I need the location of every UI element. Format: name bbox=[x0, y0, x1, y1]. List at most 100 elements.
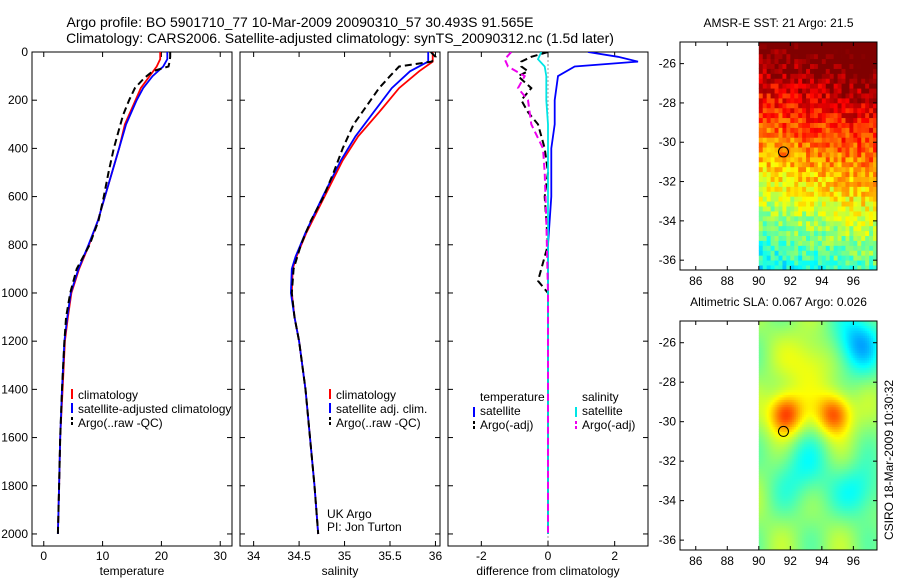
heatmap-cell bbox=[829, 161, 835, 168]
heatmap-cell bbox=[796, 522, 799, 526]
heatmap-cell bbox=[819, 434, 823, 437]
heatmap-cell bbox=[825, 436, 829, 440]
heatmap-cell bbox=[810, 438, 813, 442]
heatmap-cell bbox=[861, 211, 866, 217]
heatmap-cell bbox=[873, 235, 877, 241]
heatmap-cell bbox=[786, 191, 791, 197]
heatmap-cell bbox=[796, 414, 799, 418]
heatmap-cell bbox=[774, 372, 777, 376]
heatmap-cell bbox=[861, 78, 866, 84]
heatmap-cell bbox=[770, 357, 773, 361]
heatmap-cell bbox=[788, 359, 791, 363]
heatmap-cell bbox=[800, 508, 803, 511]
heatmap-cell bbox=[811, 342, 815, 346]
heatmap-cell bbox=[806, 352, 809, 356]
heatmap-cell bbox=[804, 387, 807, 390]
heatmap-cell bbox=[760, 414, 764, 418]
heatmap-cell bbox=[778, 42, 783, 45]
heatmap-cell bbox=[784, 330, 787, 334]
heatmap-cell bbox=[786, 411, 789, 415]
heatmap-cell bbox=[823, 401, 827, 405]
heatmap-cell bbox=[780, 461, 783, 465]
heatmap-cell bbox=[766, 335, 770, 339]
profile-panels: 0 10 20 30temperature0200400600800100012001… bbox=[1, 45, 649, 578]
heatmap-cell bbox=[817, 322, 821, 326]
heatmap-cell bbox=[827, 488, 831, 492]
heatmap-cell bbox=[786, 532, 789, 536]
heatmap-cell bbox=[758, 463, 762, 467]
heatmap-cell bbox=[821, 500, 825, 504]
heatmap-cell bbox=[786, 419, 789, 423]
heatmap-cell bbox=[784, 325, 787, 329]
heatmap-cell bbox=[776, 520, 779, 524]
heatmap-cell bbox=[786, 394, 789, 398]
heatmap-cell bbox=[792, 446, 795, 450]
heatmap-cell bbox=[821, 225, 827, 232]
heatmap-cell bbox=[788, 355, 791, 358]
heatmap-cell bbox=[760, 419, 764, 423]
heatmap-cell bbox=[811, 446, 815, 450]
heatmap-cell bbox=[774, 505, 777, 509]
heatmap-cell bbox=[778, 367, 781, 371]
heatmap-cell bbox=[806, 525, 809, 529]
heatmap-cell bbox=[811, 540, 815, 543]
heatmap-cell bbox=[776, 332, 779, 336]
heatmap-cell bbox=[802, 411, 805, 415]
heatmap-cell bbox=[825, 230, 831, 236]
heatmap-cell bbox=[802, 545, 805, 548]
heatmap-cell bbox=[845, 42, 850, 45]
heatmap-cell bbox=[798, 369, 801, 373]
heatmap-cell bbox=[788, 473, 791, 477]
heatmap-cell bbox=[764, 545, 768, 548]
heatmap-cell bbox=[804, 478, 807, 482]
heatmap-cell bbox=[760, 517, 764, 521]
heatmap-cell bbox=[806, 322, 809, 326]
heatmap-cell bbox=[817, 414, 821, 418]
heatmap-cell bbox=[806, 527, 809, 531]
heatmap-cell bbox=[817, 490, 821, 494]
heatmap-cell bbox=[764, 456, 768, 460]
heatmap-cell bbox=[823, 525, 827, 529]
heatmap-cell bbox=[810, 456, 813, 460]
heatmap-cell bbox=[778, 357, 781, 361]
heatmap-cell bbox=[802, 478, 805, 482]
heatmap-cell bbox=[786, 520, 789, 524]
heatmap-cell bbox=[800, 429, 803, 432]
heatmap-cell bbox=[762, 369, 766, 373]
heatmap-cell bbox=[808, 421, 811, 425]
heatmap-cell bbox=[823, 466, 827, 469]
heatmap-cell bbox=[813, 421, 817, 425]
heatmap-cell bbox=[825, 540, 829, 543]
heatmap-cell bbox=[821, 508, 825, 511]
heatmap-cell bbox=[841, 83, 846, 89]
heatmap-cell bbox=[802, 421, 805, 425]
heatmap-cell bbox=[873, 112, 877, 119]
heatmap-cell bbox=[766, 171, 772, 178]
heatmap-cell bbox=[798, 515, 801, 519]
heatmap-cell bbox=[794, 525, 797, 529]
heatmap-cell bbox=[853, 225, 858, 232]
heatmap-cell bbox=[786, 342, 789, 346]
heatmap-cell bbox=[772, 392, 775, 395]
heatmap-cell bbox=[800, 394, 803, 398]
heatmap-cell bbox=[782, 404, 785, 408]
heatmap-cell bbox=[764, 342, 768, 346]
heatmap-cell bbox=[815, 399, 819, 403]
heatmap-cell bbox=[817, 372, 821, 376]
heatmap-cell bbox=[802, 93, 807, 99]
heatmap-cell bbox=[770, 520, 773, 524]
heatmap-cell bbox=[758, 480, 762, 484]
heatmap-cell bbox=[796, 421, 799, 425]
heatmap-cell bbox=[798, 68, 803, 74]
heatmap-cell bbox=[788, 493, 791, 497]
heatmap-cell bbox=[790, 434, 793, 437]
heatmap-cell bbox=[873, 73, 877, 79]
heatmap-cell bbox=[853, 176, 858, 182]
heatmap-cell bbox=[819, 401, 823, 405]
heatmap-cell bbox=[776, 485, 779, 489]
heatmap-cell bbox=[825, 98, 831, 104]
heatmap-cell bbox=[786, 215, 791, 222]
heatmap-cell bbox=[798, 265, 803, 270]
heatmap-cell bbox=[794, 340, 797, 344]
heatmap-cell bbox=[794, 446, 797, 450]
